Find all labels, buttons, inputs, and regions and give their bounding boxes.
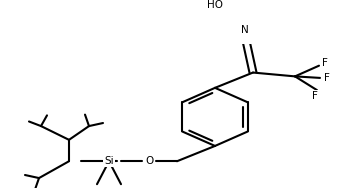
Text: HO: HO: [207, 0, 223, 10]
Text: O: O: [145, 156, 153, 166]
Text: N: N: [241, 25, 249, 35]
Text: Si: Si: [104, 156, 114, 166]
Text: F: F: [312, 91, 318, 101]
Text: F: F: [324, 73, 330, 83]
Text: F: F: [322, 58, 328, 68]
